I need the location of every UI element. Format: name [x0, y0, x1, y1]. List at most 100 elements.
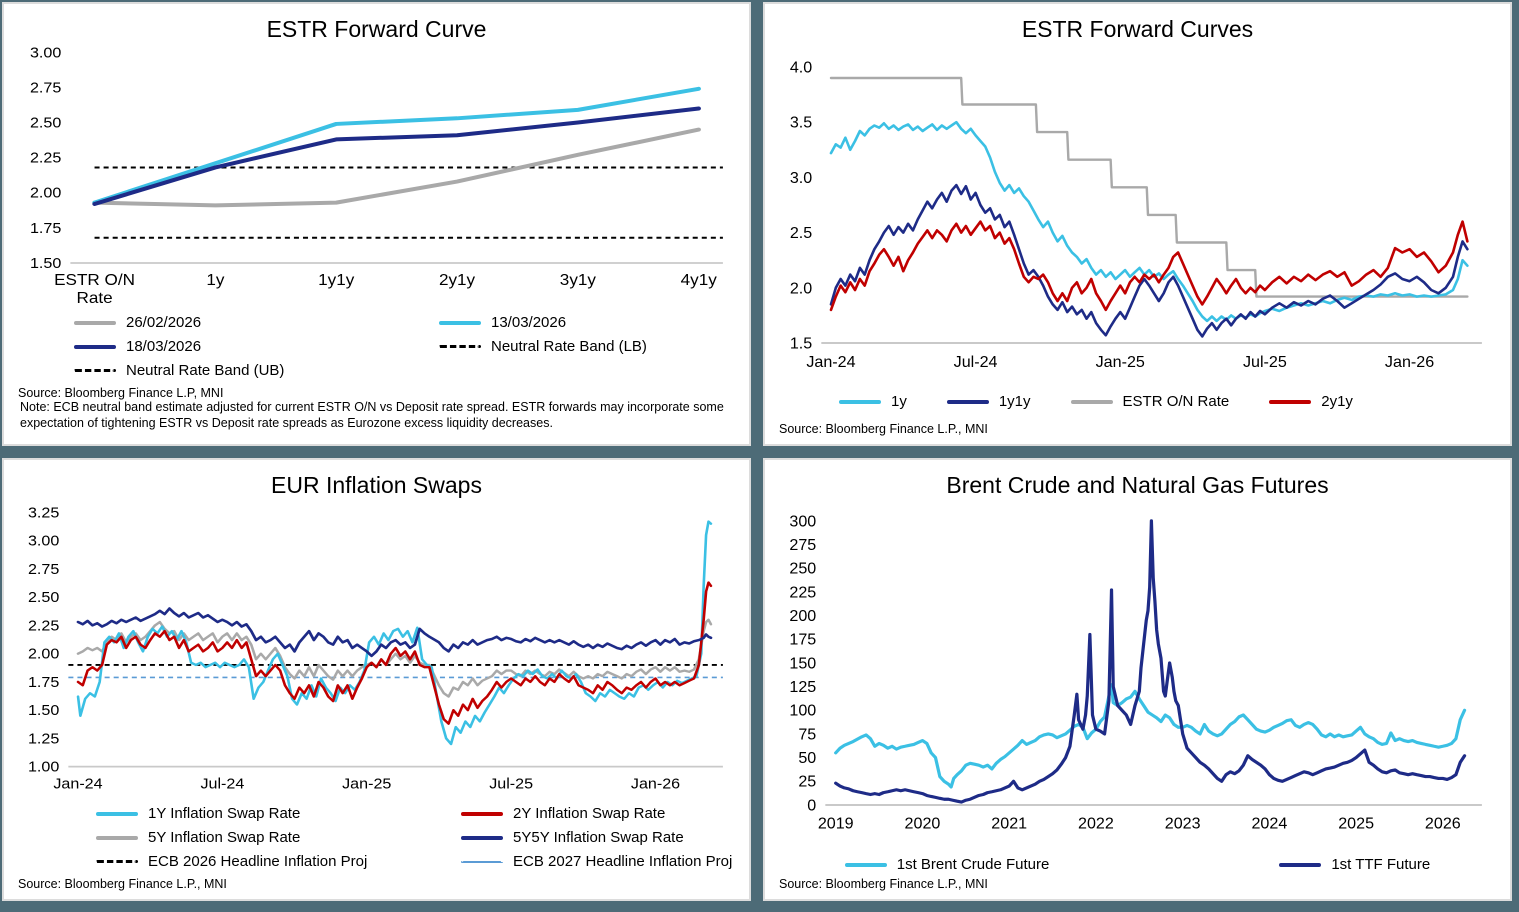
footnote: Note: ECB neutral band estimate adjusted… [20, 400, 724, 430]
svg-text:3.00: 3.00 [28, 533, 59, 549]
svg-text:1y: 1y [206, 272, 225, 289]
line-swatch-icon [96, 835, 138, 840]
legend-item: 2y1y [1269, 391, 1353, 412]
svg-text:50: 50 [798, 750, 816, 767]
legend-label: Neutral Rate Band (UB) [126, 362, 285, 380]
legend-item: Neutral Rate Band (LB) [439, 336, 737, 357]
brent-ttf-futures-chart: 0 25 50 75 100 125 150 175 200 225 250 275 300 2019 20… [789, 513, 1482, 832]
svg-text:2024: 2024 [1251, 815, 1287, 832]
legend-item: 1st TTF Future [1279, 854, 1430, 875]
svg-text:225: 225 [789, 584, 816, 601]
svg-text:1.00: 1.00 [28, 759, 59, 775]
legend-row: 1st Brent Crude Future 1st TTF Future [777, 854, 1498, 875]
svg-text:100: 100 [789, 702, 816, 719]
source-note: Source: Bloomberg Finance L.P., MNI [777, 875, 1498, 895]
line-swatch-icon [839, 399, 881, 404]
svg-text:2.00: 2.00 [28, 646, 59, 662]
legend-row: ECB 2026 Headline Inflation Proj ECB 2027… [96, 851, 737, 872]
legend-item: ECB 2027 Headline Inflation Proj [461, 851, 737, 872]
legend-item: 2Y Inflation Swap Rate [461, 803, 737, 824]
source-note: Source: Bloomberg Finance L.P., MNI [777, 420, 1498, 440]
svg-text:200: 200 [789, 608, 816, 625]
legend-label: 1y [891, 393, 907, 410]
svg-text:1.75: 1.75 [28, 674, 59, 690]
svg-text:Jan-24: Jan-24 [806, 353, 855, 371]
line-swatch-icon [461, 835, 503, 840]
legend-label: 1Y Inflation Swap Rate [148, 805, 301, 822]
svg-text:2.75: 2.75 [30, 80, 61, 96]
line-swatch-icon [946, 399, 989, 404]
svg-text:2.25: 2.25 [28, 618, 59, 634]
line-swatch-icon [96, 811, 138, 816]
legend-item: 1Y Inflation Swap Rate [96, 803, 461, 824]
legend-row: 1y 1y1y ESTR O/N Rate 2y1y [839, 391, 1498, 412]
svg-text:175: 175 [789, 631, 816, 648]
source-line: Source: Bloomberg Finance L.P, MNI [18, 386, 224, 401]
svg-text:1.25: 1.25 [28, 731, 59, 747]
svg-text:4.0: 4.0 [790, 59, 812, 76]
svg-text:2022: 2022 [1078, 815, 1114, 832]
legend-item: ESTR O/N Rate [1070, 391, 1229, 412]
chart-legend: 1Y Inflation Swap Rate 2Y Inflation Swap … [16, 803, 737, 875]
legend-label: 13/03/2026 [491, 314, 567, 332]
legend-item: 18/03/2026 [74, 336, 439, 357]
svg-text:0: 0 [807, 797, 816, 814]
svg-text:2.0: 2.0 [790, 279, 812, 297]
line-swatch-icon [74, 344, 116, 349]
legend-row: 26/02/2026 13/03/2026 [74, 312, 737, 333]
legend-label: 1st Brent Crude Future [896, 856, 1050, 873]
svg-text:300: 300 [789, 513, 816, 530]
legend-item [439, 360, 737, 381]
eur-inflation-swaps-chart: 1.00 1.25 1.50 1.75 2.00 2.25 2.50 2.75 3.00 3.25… [28, 507, 723, 792]
panel-eur-inflation-swaps: EUR Inflation Swaps 1.00 1.25 1.50 1.75 2.00… [2, 457, 751, 901]
legend-item: ECB 2026 Headline Inflation Proj [96, 851, 461, 872]
svg-text:3.5: 3.5 [790, 114, 812, 132]
svg-text:2021: 2021 [991, 815, 1027, 832]
line-swatch-icon [439, 320, 481, 325]
svg-text:250: 250 [789, 560, 816, 577]
legend-item: 13/03/2026 [439, 312, 737, 333]
legend-label: 5Y5Y Inflation Swap Rate [513, 829, 684, 846]
svg-text:1.75: 1.75 [30, 221, 61, 237]
svg-text:Jan-24: Jan-24 [53, 776, 103, 792]
svg-text:2.25: 2.25 [30, 150, 61, 166]
estr-forward-curves-chart: 1.5 2.0 2.5 3.0 3.5 4.0 Jan-24 Jul-24 Jan-25 Jul-… [790, 59, 1482, 371]
legend-row: 5Y Inflation Swap Rate 5Y5Y Inflation Swa… [96, 827, 737, 848]
source-line: Source: Bloomberg Finance L.P., MNI [779, 421, 988, 436]
panel-brent-ttf-futures: Brent Crude and Natural Gas Futures 0 25 5… [763, 457, 1512, 901]
svg-text:Jul-24: Jul-24 [200, 776, 244, 792]
dashed-line-swatch-icon [74, 369, 116, 373]
svg-text:1y1y: 1y1y [318, 272, 355, 289]
svg-text:Jan-25: Jan-25 [342, 776, 391, 792]
svg-text:2.50: 2.50 [30, 115, 61, 131]
svg-text:2.00: 2.00 [30, 185, 61, 201]
svg-text:2020: 2020 [905, 815, 941, 832]
line-swatch-icon [1070, 399, 1113, 404]
dashed-line-swatch-icon [439, 345, 481, 349]
svg-text:2.50: 2.50 [28, 589, 59, 605]
svg-text:2025: 2025 [1338, 815, 1374, 832]
svg-text:Jul-25: Jul-25 [489, 776, 533, 792]
legend-row: Neutral Rate Band (UB) [74, 360, 737, 381]
line-swatch-icon [1279, 862, 1322, 867]
svg-text:2.75: 2.75 [28, 561, 59, 577]
svg-text:2.5: 2.5 [790, 224, 812, 242]
legend-row: 18/03/2026 Neutral Rate Band (LB) [74, 336, 737, 357]
dashed-line-swatch-icon [461, 860, 503, 863]
source-line: Source: Bloomberg Finance L.P., MNI [18, 877, 227, 891]
source-line: Source: Bloomberg Finance L.P., MNI [779, 877, 988, 891]
svg-text:Jul-24: Jul-24 [954, 353, 998, 371]
legend-label: ECB 2027 Headline Inflation Proj [513, 853, 733, 870]
svg-text:1.50: 1.50 [30, 256, 61, 272]
line-swatch-icon [74, 320, 116, 325]
line-swatch-icon [844, 862, 887, 867]
svg-text:2y1y: 2y1y [439, 272, 476, 289]
svg-text:75: 75 [798, 726, 816, 743]
svg-text:Jan-25: Jan-25 [1096, 353, 1145, 371]
chart-legend: 1st Brent Crude Future 1st TTF Future [777, 854, 1498, 875]
legend-label: 1st TTF Future [1331, 856, 1431, 873]
panel-estr-forward-curves: ESTR Forward Curves 1.5 2.0 2.5 3.0 3.5 4.0 Ja… [763, 2, 1512, 446]
svg-text:1.50: 1.50 [28, 702, 59, 718]
chart-legend: 26/02/2026 13/03/2026 18/03/2026 Neutral Ra… [16, 312, 737, 384]
